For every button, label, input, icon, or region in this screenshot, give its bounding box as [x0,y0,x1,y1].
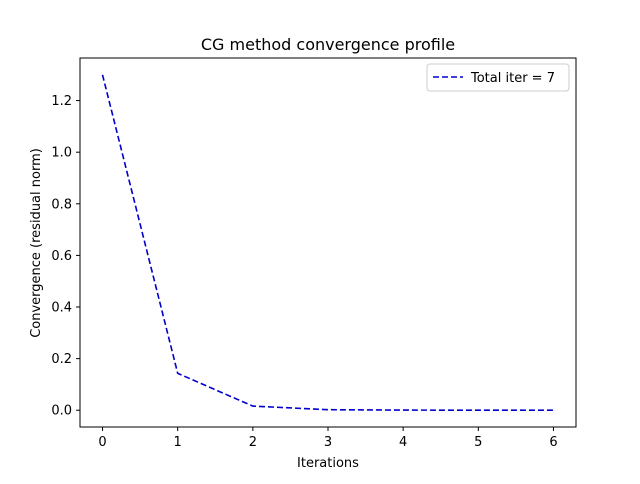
y-tick-label: 0.4 [51,301,72,316]
x-tick-label: 0 [98,435,106,450]
y-axis-ticks: 0.0 0.2 0.4 0.6 0.8 1.0 1.2 [51,94,80,419]
x-axis-label: Iterations [297,456,359,471]
y-tick-label: 1.0 [51,146,72,161]
series-line-total-iter [101,74,554,412]
y-tick-label: 0.2 [51,352,72,367]
y-axis-label: Convergence (residual norm) [29,148,44,338]
x-tick-label: 6 [549,435,557,450]
chart-title: CG method convergence profile [201,35,455,54]
plot-area [79,57,577,428]
y-tick-label: 0.0 [51,404,72,419]
y-tick-label: 0.6 [51,249,72,264]
x-axis-ticks: 0 1 2 3 4 5 6 [98,427,558,450]
legend-box [426,63,570,92]
x-tick-label: 4 [399,435,407,450]
x-tick-label: 3 [324,435,332,450]
x-tick-label: 2 [249,435,257,450]
x-tick-label: 1 [174,435,182,450]
legend-label: Total iter = 7 [470,71,555,86]
y-tick-label: 1.2 [51,94,72,109]
legend: Total iter = 7 [426,63,570,92]
y-tick-label: 0.8 [51,197,72,212]
x-tick-label: 5 [474,435,482,450]
